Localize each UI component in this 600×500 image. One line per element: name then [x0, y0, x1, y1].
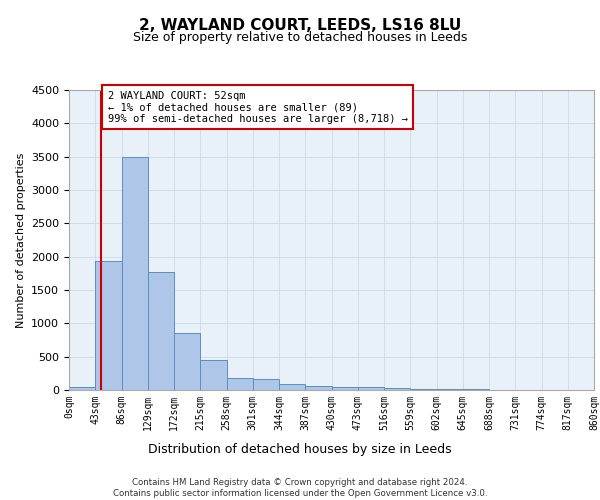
- Bar: [174, 334, 200, 390]
- Bar: [410, 389, 437, 390]
- Bar: [305, 386, 331, 390]
- Text: Contains HM Land Registry data © Crown copyright and database right 2024.
Contai: Contains HM Land Registry data © Crown c…: [113, 478, 487, 498]
- Text: Size of property relative to detached houses in Leeds: Size of property relative to detached ho…: [133, 31, 467, 44]
- Text: 2 WAYLAND COURT: 52sqm
← 1% of detached houses are smaller (89)
99% of semi-deta: 2 WAYLAND COURT: 52sqm ← 1% of detached …: [107, 90, 407, 124]
- Bar: [358, 388, 384, 390]
- Bar: [253, 379, 279, 390]
- Text: 2, WAYLAND COURT, LEEDS, LS16 8LU: 2, WAYLAND COURT, LEEDS, LS16 8LU: [139, 18, 461, 32]
- Bar: [331, 386, 358, 390]
- Bar: [200, 360, 227, 390]
- Bar: [95, 262, 121, 390]
- Bar: [121, 156, 148, 390]
- Bar: [69, 388, 95, 390]
- Bar: [279, 384, 305, 390]
- Bar: [384, 388, 410, 390]
- Y-axis label: Number of detached properties: Number of detached properties: [16, 152, 26, 328]
- Bar: [227, 378, 253, 390]
- Bar: [148, 272, 174, 390]
- Text: Distribution of detached houses by size in Leeds: Distribution of detached houses by size …: [148, 442, 452, 456]
